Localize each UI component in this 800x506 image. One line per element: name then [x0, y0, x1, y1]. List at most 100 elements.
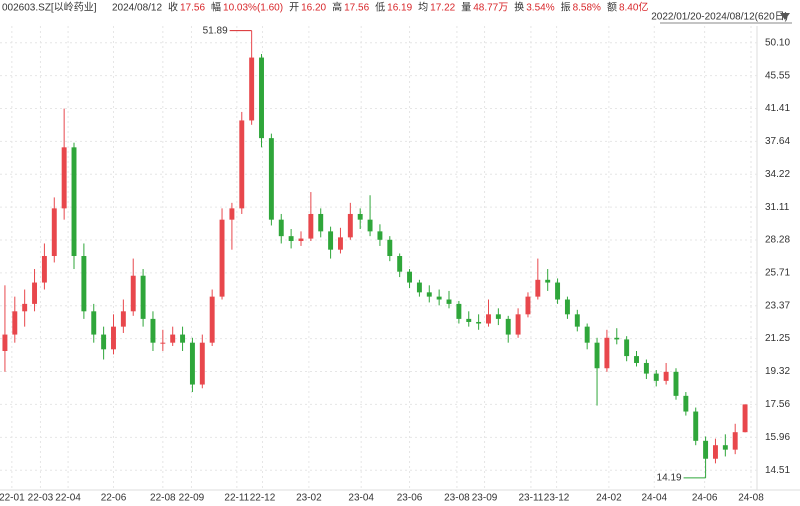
x-tick-label: 22-08: [150, 493, 176, 504]
x-tick-label: 24-06: [692, 493, 718, 504]
candle-body: [426, 292, 432, 297]
candle-body: [564, 299, 570, 315]
header-label: 开: [289, 3, 299, 14]
candle-body: [229, 208, 235, 220]
candle-body: [130, 275, 136, 312]
candle-body: [495, 314, 501, 319]
candle-body: [140, 275, 146, 319]
header-label: 振: [561, 1, 571, 14]
candle-body: [41, 256, 47, 283]
candle-body: [278, 219, 284, 237]
candle-body: [387, 239, 393, 257]
candle-body: [397, 256, 403, 272]
candle-body: [111, 326, 116, 350]
y-tick-label: 34.22: [765, 169, 790, 180]
candle-body: [693, 411, 699, 441]
candle-body: [683, 395, 689, 412]
candle-body: [150, 318, 156, 343]
max-label: 51.89: [203, 25, 228, 36]
x-tick-label: 24-08: [738, 493, 764, 504]
candle-body: [643, 362, 649, 374]
candle-body: [712, 445, 718, 459]
header-label: 低: [375, 1, 385, 14]
header-label: 收: [168, 1, 178, 14]
candle-body: [101, 334, 107, 350]
dropdown-arrow[interactable]: [780, 13, 790, 20]
candle-body: [377, 231, 383, 240]
y-tick-label: 14.51: [765, 465, 790, 476]
candle-body: [268, 138, 274, 220]
header-value: 16.19: [387, 3, 412, 14]
y-tick-label: 23.37: [765, 300, 790, 311]
x-tick-label: 23-12: [544, 493, 570, 504]
candle-body: [673, 371, 679, 396]
candle-body: [624, 339, 630, 357]
candle-body: [604, 337, 610, 369]
candle-body: [2, 334, 8, 351]
header-value: 10.03%(1.60): [223, 3, 283, 14]
candle-body: [61, 147, 67, 209]
y-tick-label: 45.55: [765, 70, 790, 81]
candle-body: [298, 238, 304, 242]
header-label: 幅: [211, 1, 221, 14]
x-tick-label: 24-02: [596, 493, 622, 504]
candle-body: [308, 213, 314, 239]
candle-body: [732, 432, 738, 450]
candle-body: [555, 282, 561, 300]
candle-body: [32, 282, 38, 304]
candle-body: [574, 314, 580, 327]
candle-body: [476, 321, 482, 324]
candle-body: [22, 303, 28, 312]
candle-body: [328, 231, 334, 250]
header-value: 17.56: [180, 3, 205, 14]
candle-body: [456, 303, 462, 319]
header-value: 16.20: [301, 3, 326, 14]
y-tick-label: 19.32: [765, 366, 790, 377]
candle-body: [584, 326, 590, 343]
candle-body: [634, 356, 639, 363]
candle-body: [703, 440, 709, 459]
candle-body: [249, 57, 255, 121]
date-range[interactable]: 2022/01/20-2024/08/12(620日): [651, 12, 788, 23]
candle-body: [239, 120, 245, 209]
candle-body: [347, 213, 353, 238]
candle-body: [170, 334, 176, 343]
y-tick-label: 37.64: [765, 136, 790, 147]
header-label: 高: [332, 1, 342, 14]
y-tick-label: 17.56: [765, 399, 790, 410]
min-label: 14.19: [657, 473, 682, 484]
candle-body: [515, 314, 521, 335]
candle-body: [12, 311, 18, 335]
candle-body: [367, 219, 373, 232]
candle-body: [199, 342, 205, 385]
candle-body: [219, 219, 225, 297]
candle-body: [446, 299, 452, 304]
candle-body: [71, 147, 77, 257]
header-label: 量: [461, 2, 471, 14]
y-tick-label: 50.10: [765, 37, 790, 48]
stock-code: 002603.SZ[以岭药业]: [2, 1, 97, 14]
candle-body: [416, 282, 422, 293]
x-tick-label: 23-09: [472, 493, 498, 504]
header-value: 17.22: [430, 3, 455, 14]
candle-body: [663, 371, 669, 381]
header-label: 额: [607, 1, 617, 14]
candle-body: [120, 311, 126, 327]
header-label: 换: [514, 1, 524, 14]
y-tick-label: 21.25: [765, 333, 790, 344]
candle-body: [160, 342, 166, 344]
candle-body: [51, 208, 57, 257]
date: 2024/08/12: [112, 3, 162, 14]
x-tick-label: 23-08: [444, 493, 470, 504]
candle-body: [722, 445, 728, 450]
header-value: 8.40亿: [619, 1, 648, 14]
candle-body: [436, 296, 442, 300]
x-tick-label: 22-04: [55, 493, 81, 504]
y-tick-label: 31.11: [765, 202, 790, 213]
candle-body: [209, 296, 215, 343]
candle-body: [180, 334, 186, 343]
x-tick-label: 23-11: [518, 493, 543, 504]
candle-body: [407, 271, 413, 283]
x-tick-label: 22-09: [179, 493, 205, 504]
